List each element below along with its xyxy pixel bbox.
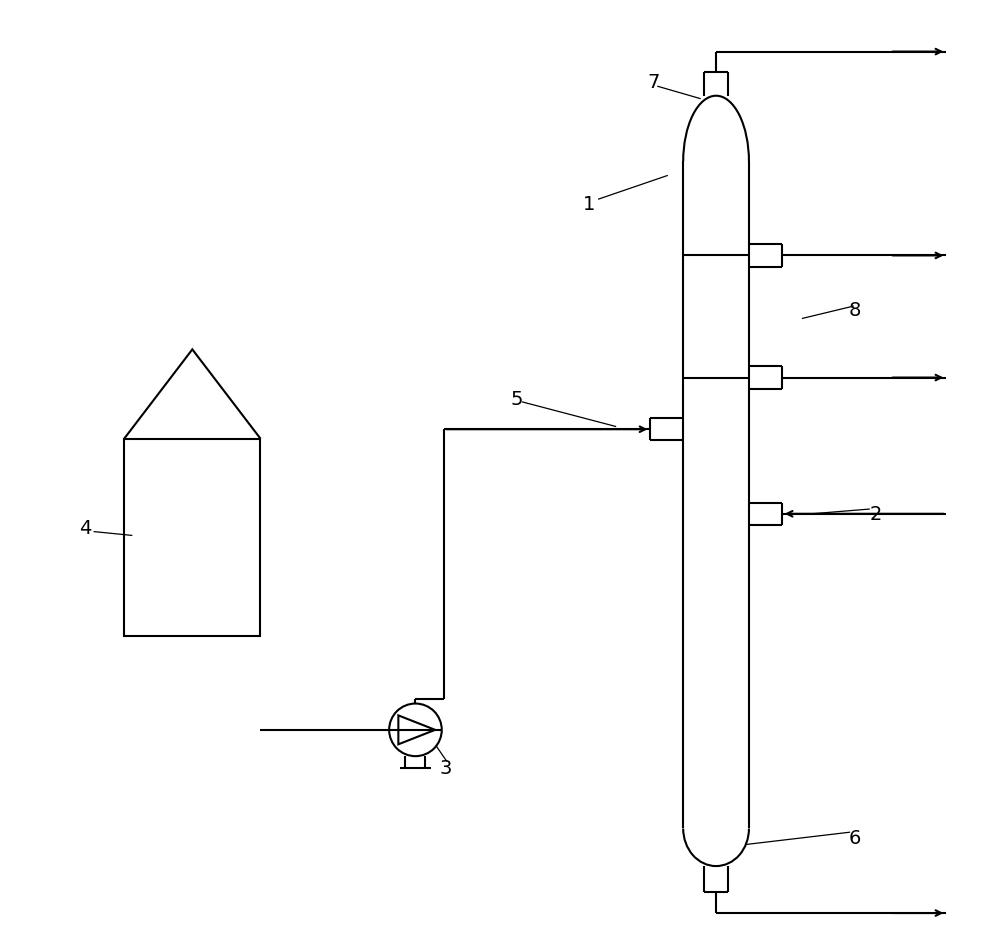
Text: 7: 7 (647, 73, 659, 92)
Text: 4: 4 (79, 519, 91, 538)
Text: 3: 3 (439, 758, 452, 777)
Text: 5: 5 (511, 389, 523, 409)
Text: 1: 1 (583, 195, 595, 214)
Text: 6: 6 (849, 829, 861, 848)
Text: 2: 2 (870, 505, 882, 524)
Text: 8: 8 (849, 301, 861, 320)
